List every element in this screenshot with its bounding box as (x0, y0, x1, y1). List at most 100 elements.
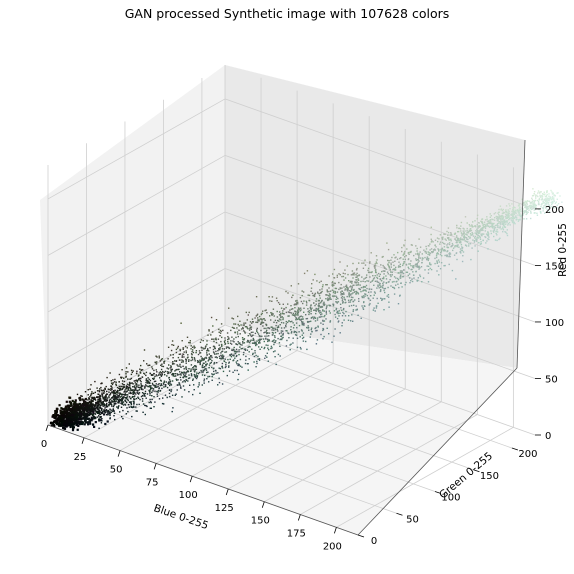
scatter-point (115, 397, 117, 399)
scatter-point (139, 372, 142, 374)
scatter-point (511, 212, 513, 215)
scatter-point (169, 395, 171, 398)
scatter-point (307, 308, 309, 310)
scatter-point (243, 348, 246, 350)
scatter-point (399, 270, 402, 272)
scatter-point (290, 326, 292, 328)
scatter-point (106, 420, 109, 423)
scatter-point (435, 255, 438, 257)
scatter-point (139, 371, 141, 373)
scatter-point (358, 298, 360, 300)
scatter-point (396, 258, 399, 260)
scatter-point (143, 392, 145, 395)
scatter-point (179, 359, 181, 361)
scatter-point (460, 249, 462, 252)
scatter-point (290, 305, 292, 307)
scatter-point (179, 373, 182, 375)
scatter-point (204, 347, 206, 350)
scatter-point (149, 392, 151, 395)
scatter-point (261, 312, 263, 315)
scatter-point (225, 364, 227, 366)
scatter-point (85, 402, 88, 405)
scatter-point (255, 354, 257, 357)
scatter-point (146, 382, 148, 384)
scatter-point (433, 248, 436, 250)
scatter-point (106, 390, 108, 393)
scatter-point (106, 393, 109, 395)
scatter-point (479, 225, 481, 227)
scatter-point (548, 211, 551, 213)
scatter-point (223, 360, 226, 363)
scatter-point (348, 295, 350, 297)
scatter-point (506, 216, 509, 218)
scatter-point (203, 366, 205, 369)
scatter-point (439, 234, 442, 236)
scatter-point (71, 429, 75, 432)
scatter-point (314, 273, 316, 276)
scatter-point (297, 312, 299, 315)
scatter-point (287, 315, 289, 317)
scatter-point (552, 193, 554, 195)
scatter-point (525, 202, 528, 204)
scatter-point (341, 293, 344, 296)
scatter-point (205, 367, 207, 370)
scatter-point (552, 198, 554, 200)
scatter-point (170, 349, 173, 352)
scatter-point (538, 197, 541, 200)
scatter-point (81, 422, 84, 426)
scatter-point (193, 384, 195, 386)
scatter-point (158, 355, 160, 357)
scatter-point (461, 246, 463, 248)
scatter-point (481, 220, 483, 223)
scatter-point (151, 366, 153, 368)
scatter-point (65, 420, 68, 423)
scatter-point (211, 375, 213, 378)
scatter-point (440, 248, 442, 251)
scatter-point (532, 205, 534, 207)
scatter-point (208, 353, 210, 355)
scatter-point (185, 368, 188, 371)
scatter-point (248, 311, 250, 314)
scatter-point (374, 269, 377, 271)
scatter-point (194, 369, 196, 371)
scatter-point (167, 381, 170, 384)
scatter-point (350, 285, 352, 287)
scatter-point (546, 201, 549, 203)
scatter-point (403, 262, 405, 264)
scatter-point (236, 333, 239, 335)
scatter-point (332, 291, 335, 294)
scatter-point (179, 353, 182, 355)
scatter-point (523, 218, 525, 220)
scatter-point (316, 339, 319, 341)
scatter-point (182, 372, 184, 374)
scatter-point (173, 363, 175, 365)
scatter-point (220, 330, 222, 333)
scatter-point (460, 225, 462, 227)
scatter-point (352, 309, 355, 311)
scatter-point (311, 330, 313, 333)
scatter-point (87, 411, 90, 414)
scatter-point (534, 194, 536, 196)
scatter-point (256, 327, 258, 330)
scatter-point (194, 358, 196, 360)
scatter-point (153, 396, 155, 398)
scatter-point (334, 287, 336, 290)
scatter-point (298, 308, 300, 310)
scatter-point (233, 349, 235, 351)
scatter-point (224, 358, 226, 360)
scatter-point (293, 324, 296, 326)
scatter-point (485, 242, 487, 244)
scatter-point (91, 413, 94, 416)
scatter-point (195, 375, 197, 378)
scatter-point (295, 300, 297, 302)
scatter-point (525, 206, 528, 208)
scatter-point (99, 388, 101, 390)
scatter-point (98, 399, 100, 401)
scatter-point (131, 415, 133, 418)
scatter-point (488, 236, 490, 238)
scatter-point (518, 219, 520, 221)
scatter-point (276, 316, 279, 318)
scatter-point (248, 329, 251, 331)
